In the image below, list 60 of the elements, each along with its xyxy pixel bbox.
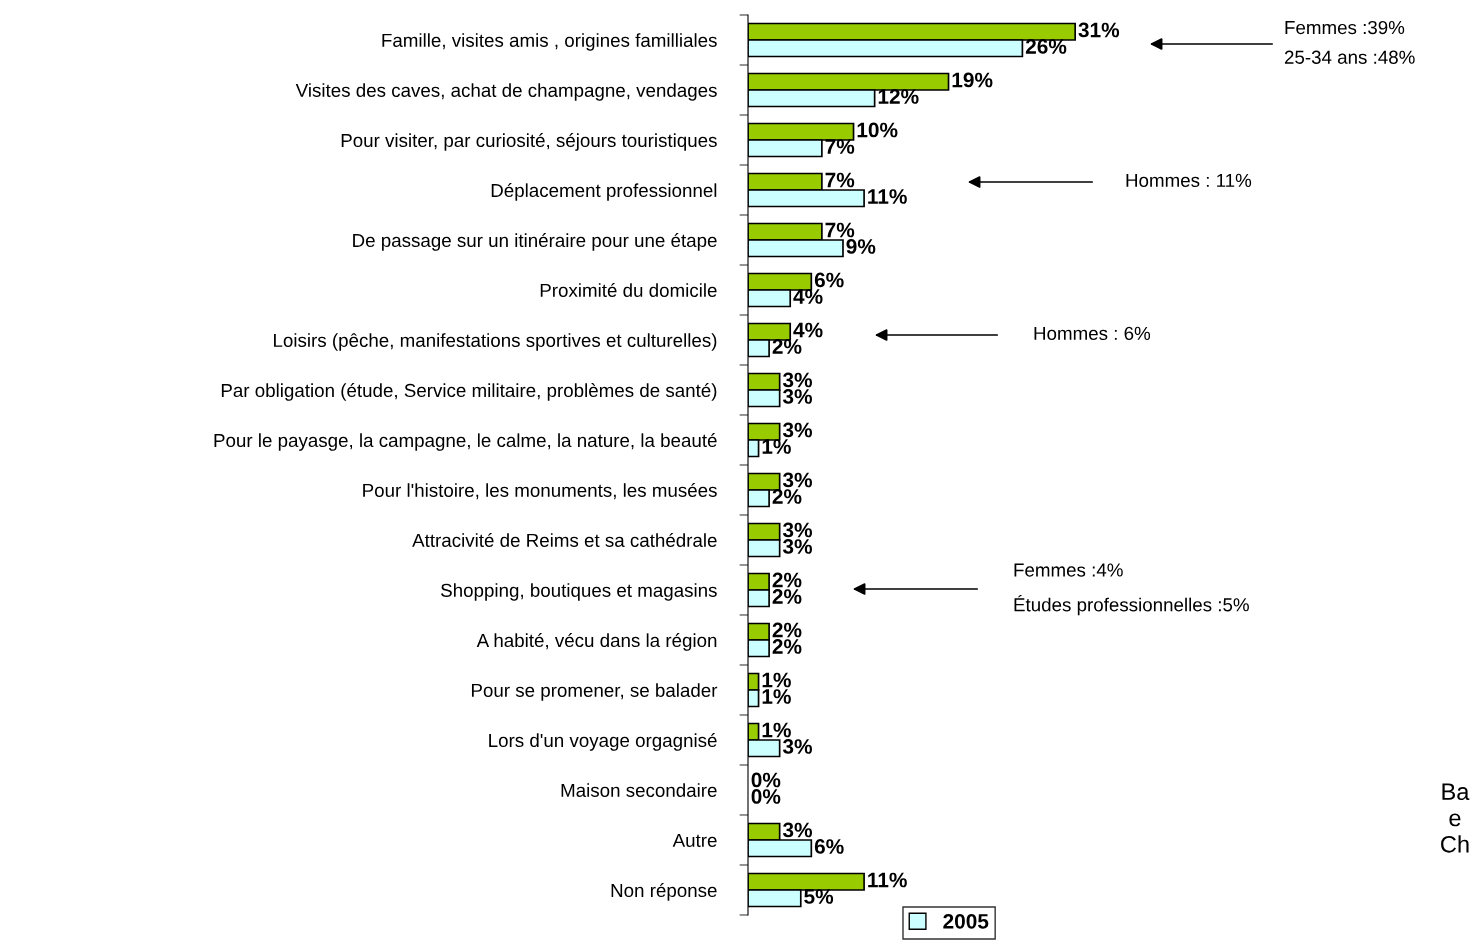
- y-tick-label: Non réponse: [611, 883, 717, 901]
- text: Femmes :39% 25-34 ans :48%: [1284, 20, 1415, 64]
- data-label: 7%: [825, 139, 855, 154]
- data-label: 2%: [772, 489, 802, 504]
- data-label: 4%: [793, 322, 823, 338]
- y-tick-label: Loisirs (pêche, manifestations sportives et culturelles): [274, 333, 717, 351]
- data-label: 7%: [825, 222, 855, 238]
- legend-label: 2005: [943, 913, 989, 929]
- y-tick-label: Pour le payasge, la campagne, le calme, la nature, la beauté: [214, 433, 717, 451]
- text: Ba e Ch: [1441, 783, 1470, 853]
- data-label: 2%: [772, 572, 802, 588]
- y-tick-label: Par obligation (étude, Service militaire, problèmes de santé): [221, 383, 717, 401]
- data-label: 3%: [782, 739, 812, 754]
- y-tick-label: Attracivité de Reims et sa cathédrale: [412, 532, 717, 547]
- annotation: Hommes : 6%: [1034, 326, 1151, 341]
- data-label: 7%: [825, 172, 855, 188]
- annotation: Femmes :4% Études professionnelles :5%: [1014, 563, 1249, 616]
- y-tick-label: Visites des caves, achat de champagne, vendages: [295, 83, 717, 101]
- y-tick-label: Famille, visites amis , origines familliales: [382, 33, 717, 51]
- data-label: 2%: [772, 622, 802, 638]
- data-label: 31%: [1078, 22, 1120, 38]
- data-label: 1%: [762, 672, 791, 688]
- y-tick-label: Pour se promener, se balader: [471, 683, 718, 701]
- text: Hommes : 11%: [1126, 173, 1252, 188]
- y-tick-label: Shopping, boutiques et magasins: [441, 583, 717, 601]
- data-label: 12%: [878, 89, 919, 104]
- data-label: 4%: [793, 289, 823, 304]
- data-label: 6%: [814, 839, 844, 854]
- data-label: 3%: [782, 822, 812, 838]
- data-label: 19%: [952, 72, 993, 88]
- data-label: 3%: [782, 372, 812, 388]
- data-label: 3%: [782, 472, 812, 488]
- y-tick-label: A habité, vécu dans la région: [476, 633, 717, 651]
- y-tick-label: Déplacement professionnel: [491, 183, 717, 201]
- data-label: 3%: [782, 522, 812, 538]
- data-label: 11%: [868, 189, 907, 204]
- data-label: 3%: [782, 422, 812, 438]
- data-label: 26%: [1025, 39, 1067, 54]
- data-label: 1%: [762, 439, 791, 454]
- data-label: 3%: [782, 539, 812, 554]
- data-label: 10%: [857, 122, 898, 138]
- y-tick-label: Autre: [672, 833, 717, 847]
- data-label: 2%: [772, 639, 802, 654]
- data-label: 2%: [772, 589, 802, 604]
- data-label: 11%: [868, 872, 907, 888]
- y-tick-label: Lors d'un voyage orgagnisé: [489, 733, 717, 751]
- data-label: 0%: [751, 789, 781, 804]
- data-label: 2%: [772, 339, 802, 354]
- data-label: 3%: [782, 389, 812, 404]
- data-label: 1%: [762, 722, 791, 738]
- data-label: 6%: [814, 272, 844, 288]
- y-tick-label: Maison secondaire: [561, 783, 717, 797]
- data-label: 0%: [751, 772, 781, 788]
- data-label: 9%: [846, 239, 876, 254]
- data-label: 5%: [804, 889, 834, 904]
- y-tick-label: Pour visiter, par curiosité, séjours touristiques: [341, 133, 717, 151]
- data-label: 1%: [762, 689, 791, 704]
- y-tick-label: De passage sur un itinéraire pour une étape: [353, 233, 717, 251]
- y-tick-label: Pour l'histoire, les monuments, les musées: [363, 482, 717, 500]
- y-tick-label: Proximité du domicile: [540, 282, 717, 297]
